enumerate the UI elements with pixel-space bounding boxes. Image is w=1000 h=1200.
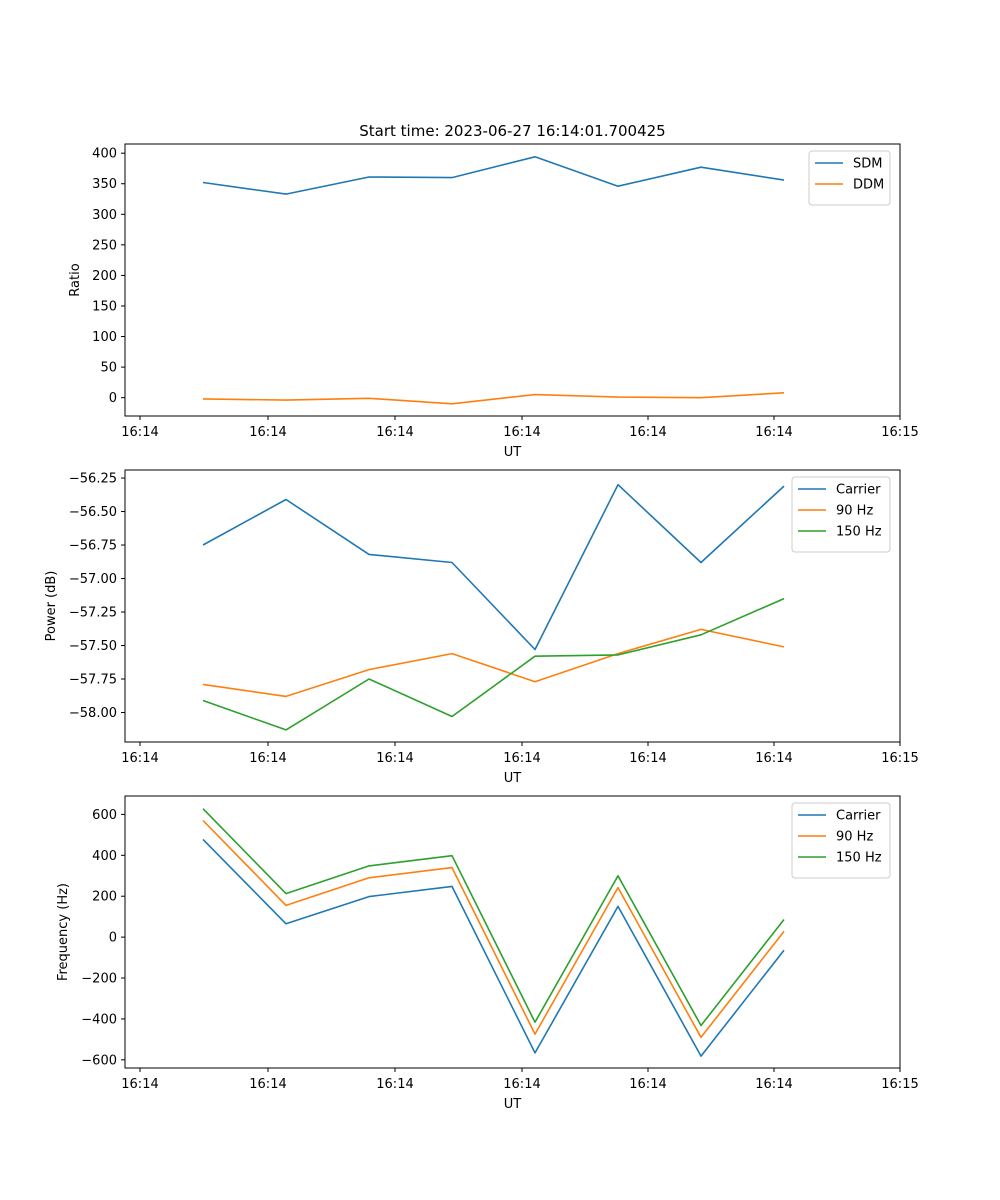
x-tick-label: 16:14: [629, 1077, 666, 1092]
y-tick-label: 200: [92, 890, 117, 905]
legend-box: [791, 476, 891, 553]
series-line-carrier: [202, 838, 785, 1057]
x-tick-label: 16:14: [629, 751, 666, 766]
legend-label: DDM: [853, 178, 884, 193]
legend-label: 150 Hz: [836, 851, 882, 866]
chart-panel-2: −58.00 −57.75 −57.50 −57.25 −57.00 −56.75 −56.…: [44, 469, 919, 786]
x-tick-label: 16:14: [629, 425, 666, 440]
legend-label: SDM: [853, 157, 882, 172]
y-tick-label: 250: [92, 238, 117, 253]
y-axis-label: Power (dB): [44, 571, 59, 642]
y-tick-label: 150: [92, 299, 117, 314]
figure-title: Start time: 2023-06-27 16:14:01.700425: [359, 122, 665, 140]
x-axis-label: UT: [504, 771, 522, 786]
x-tick-label: 16:15: [881, 425, 918, 440]
x-tick-label: 16:14: [121, 425, 158, 440]
legend-label: 90 Hz: [836, 830, 873, 845]
x-tick-label: 16:14: [503, 425, 540, 440]
series-line-carrier: [202, 483, 785, 651]
x-tick-label: 16:14: [376, 751, 413, 766]
chart-panel-1: 0 50 100 150 200 250 300 350 400 16:14 16:14 16:14 1…: [68, 143, 919, 460]
y-tick-label: −56.50: [69, 505, 117, 520]
y-tick-label: 300: [92, 208, 117, 223]
x-tick-label: 16:14: [503, 1077, 540, 1092]
y-tick-label: −400: [81, 1012, 117, 1027]
y-tick-label: 400: [92, 849, 117, 864]
y-tick-label: −56.25: [69, 472, 117, 487]
y-axis-label: Frequency (Hz): [56, 883, 71, 981]
plot-frame: [124, 143, 901, 417]
plot-frame: [124, 795, 901, 1069]
x-tick-label: 16:15: [881, 1077, 918, 1092]
x-tick-label: 16:14: [755, 751, 792, 766]
y-tick-label: 100: [92, 330, 117, 345]
y-axis-label: Ratio: [68, 263, 83, 296]
y-tick-label: 600: [92, 808, 117, 823]
legend-box: [791, 802, 891, 879]
series-line-150-hz: [202, 597, 785, 731]
x-tick-label: 16:14: [121, 751, 158, 766]
x-tick-label: 16:14: [249, 1077, 286, 1092]
y-tick-label: −600: [81, 1053, 117, 1068]
y-tick-label: −58.00: [69, 706, 117, 721]
x-tick-label: 16:14: [503, 751, 540, 766]
plot-frame: [124, 469, 901, 743]
legend-label: 150 Hz: [836, 525, 882, 540]
x-tick-label: 16:14: [249, 751, 286, 766]
y-tick-label: −200: [81, 972, 117, 987]
y-tick-label: 0: [109, 931, 117, 946]
legend: Carrier 90 Hz 150 Hz: [791, 476, 891, 553]
y-tick-label: −56.75: [69, 539, 117, 554]
x-axis-label: UT: [504, 1097, 522, 1112]
panels: 0 50 100 150 200 250 300 350 400 16:14 16:14 16:14 1…: [44, 143, 919, 1112]
legend-label: 90 Hz: [836, 504, 873, 519]
series-line-90-hz: [202, 819, 785, 1039]
y-tick-label: −57.00: [69, 572, 117, 587]
y-tick-label: 350: [92, 177, 117, 192]
y-tick-label: 0: [109, 391, 117, 406]
series-line-150-hz: [202, 808, 785, 1027]
x-tick-label: 16:14: [755, 1077, 792, 1092]
y-tick-label: −57.50: [69, 639, 117, 654]
x-tick-label: 16:14: [121, 1077, 158, 1092]
series-line-sdm: [202, 156, 785, 195]
y-tick-label: −57.75: [69, 673, 117, 688]
x-tick-label: 16:14: [376, 425, 413, 440]
x-tick-label: 16:14: [249, 425, 286, 440]
legend-label: Carrier: [836, 483, 881, 498]
y-tick-label: 200: [92, 269, 117, 284]
y-tick-label: −57.25: [69, 606, 117, 621]
legend-box: [808, 150, 891, 206]
y-tick-label: 400: [92, 147, 117, 162]
legend: SDM DDM: [808, 150, 891, 206]
chart-panel-3: −600 −400 −200 0 200 400 600 16:14 16:14 16:14 16:…: [56, 795, 919, 1112]
x-tick-label: 16:15: [881, 751, 918, 766]
series-line-ddm: [202, 392, 785, 405]
x-tick-label: 16:14: [755, 425, 792, 440]
series-line-90-hz: [202, 628, 785, 698]
legend: Carrier 90 Hz 150 Hz: [791, 802, 891, 879]
legend-label: Carrier: [836, 809, 881, 824]
x-tick-label: 16:14: [376, 1077, 413, 1092]
y-tick-label: 50: [100, 361, 117, 376]
x-axis-label: UT: [504, 445, 522, 460]
